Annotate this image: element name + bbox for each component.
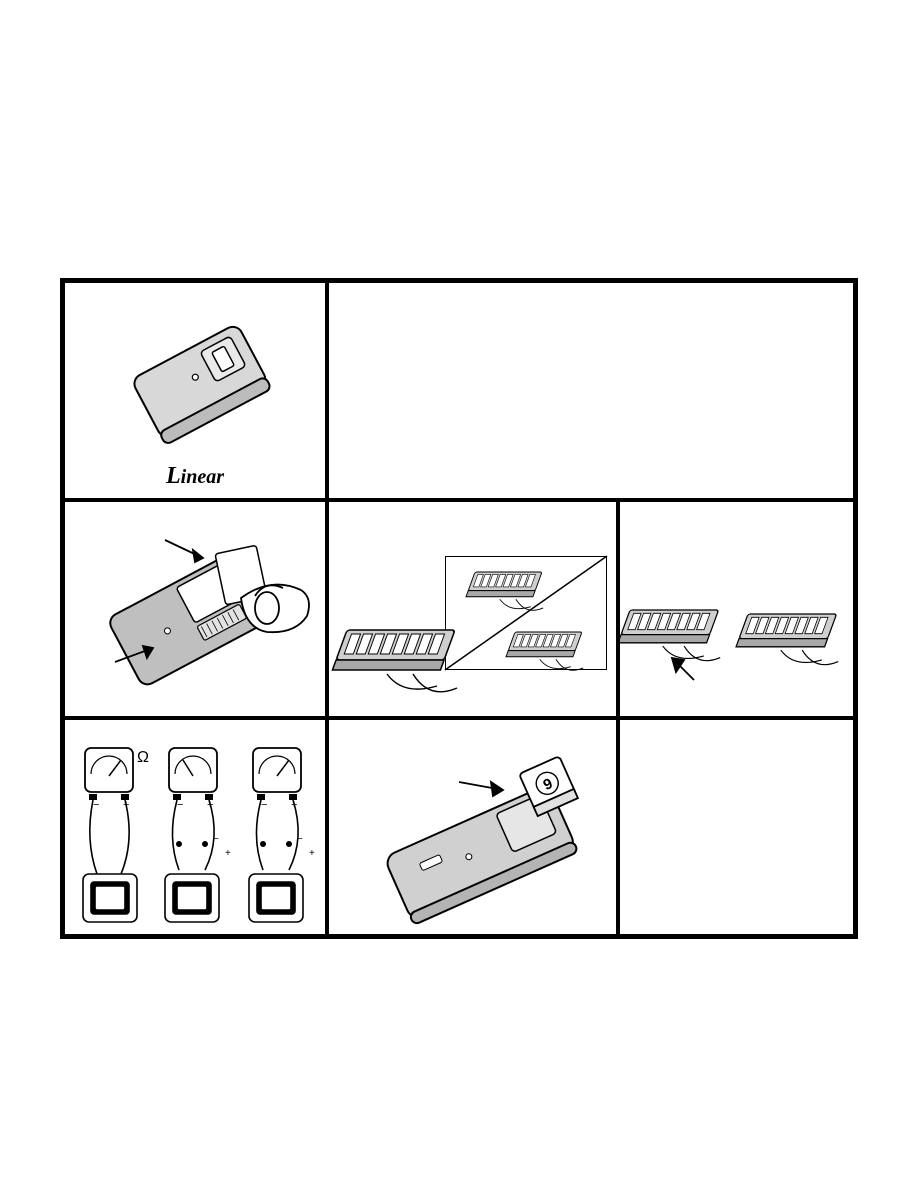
cell-blank-bottom	[618, 718, 855, 936]
svg-text:−: −	[213, 834, 219, 845]
dip-compare-svg	[329, 502, 618, 718]
ohm-symbol: Ω	[137, 749, 149, 766]
svg-text:−: −	[93, 799, 99, 811]
instruction-grid: Linear	[60, 278, 858, 939]
cell-meter-test: − + Ω − +	[63, 718, 327, 936]
cell-device-front: Linear	[63, 281, 327, 500]
cell-battery-insert: 9	[327, 718, 618, 936]
grid-row: Linear	[63, 281, 855, 500]
cell-blank-top	[327, 281, 855, 500]
brand-label: Linear	[166, 463, 224, 490]
cell-open-battery	[63, 500, 327, 718]
svg-text:−: −	[297, 834, 303, 845]
meter-test-svg: − + Ω − +	[65, 720, 327, 936]
dip-arrow-svg	[620, 502, 855, 718]
svg-text:−: −	[261, 799, 267, 811]
page: manualshive.com	[0, 0, 918, 1188]
cell-dip-arrow	[618, 500, 855, 718]
cell-dip-compare	[327, 500, 618, 718]
battery-insert-svg: 9	[329, 720, 618, 936]
svg-text:+: +	[225, 848, 231, 859]
brand-label-text: inear	[181, 466, 224, 488]
svg-text:+: +	[309, 848, 315, 859]
grid-row: − + Ω − +	[63, 718, 855, 936]
grid-row	[63, 500, 855, 718]
svg-text:−: −	[177, 799, 183, 811]
open-battery-svg	[65, 502, 327, 718]
